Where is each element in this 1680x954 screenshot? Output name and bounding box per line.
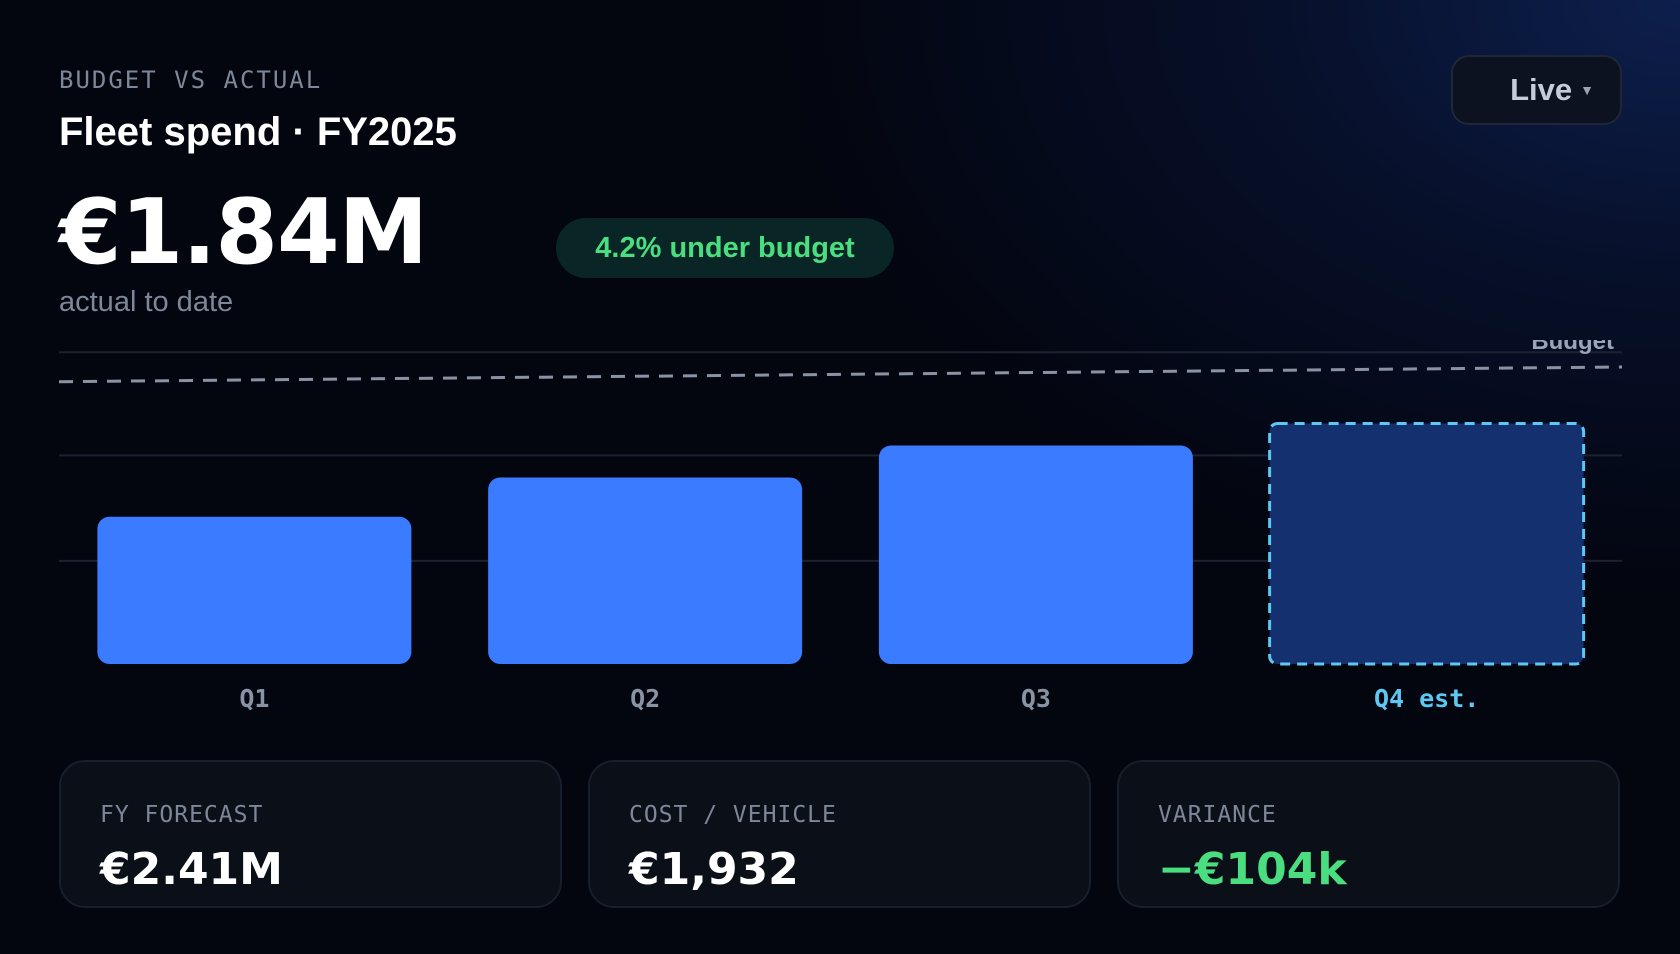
variance-card: VARIANCE −€104k <box>1117 760 1620 908</box>
x-tick-label: Q4 est. <box>1374 684 1479 713</box>
live-mode-label: Live <box>1510 72 1573 107</box>
card-label: COST / VEHICLE <box>629 802 837 828</box>
live-mode-dropdown[interactable]: Live ▼ <box>1451 55 1622 125</box>
chevron-down-icon: ▼ <box>1580 82 1594 98</box>
budget-line <box>58 365 1623 384</box>
card-value: −€104k <box>1158 844 1347 895</box>
x-tick-label: Q3 <box>1021 684 1051 713</box>
budget-line-label: Budget <box>1531 340 1614 355</box>
x-tick-label: Q2 <box>630 684 660 713</box>
bar-q2 <box>488 477 803 664</box>
budget-actual-chart: Q1 Q2 Q3 Q4 est. Budget <box>58 340 1623 713</box>
card-label: FY FORECAST <box>100 802 264 828</box>
chart-eyebrow: BUDGET VS ACTUAL <box>59 66 323 94</box>
chart-title: Fleet spend · FY2025 <box>59 110 457 154</box>
actual-total: €1.84M <box>59 180 428 285</box>
card-value: €1,932 <box>629 844 799 895</box>
cost-per-vehicle-card: COST / VEHICLE €1,932 <box>588 760 1091 908</box>
bar-q3 <box>878 445 1193 664</box>
bar-q4-estimate <box>1268 421 1586 666</box>
under-budget-badge: 4.2% under budget <box>556 218 894 278</box>
fy-forecast-card: FY FORECAST €2.41M <box>59 760 562 908</box>
card-label: VARIANCE <box>1158 802 1277 828</box>
x-tick-label: Q1 <box>239 684 269 713</box>
actual-total-caption: actual to date <box>59 286 234 318</box>
bar-q1 <box>97 516 412 664</box>
card-value: €2.41M <box>100 844 283 895</box>
